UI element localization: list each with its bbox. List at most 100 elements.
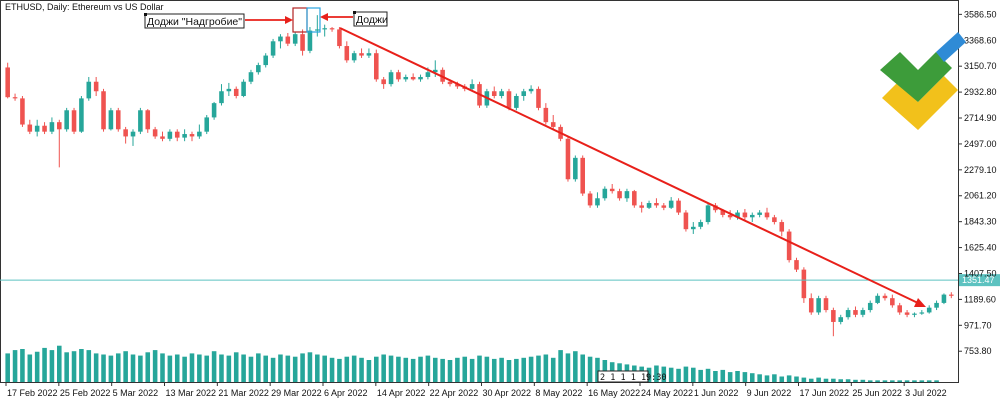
downtrend-arrow-line[interactable]	[339, 27, 919, 304]
candle-body	[683, 212, 689, 230]
candle-body	[816, 298, 821, 313]
volume-bar	[823, 378, 829, 382]
level-price-label: 1351.47	[962, 275, 995, 285]
volume-bar	[425, 355, 431, 382]
candle-body	[772, 217, 777, 223]
time-tick-label: 29 Mar 2022	[271, 388, 322, 398]
candle-body	[248, 72, 254, 82]
candle-body	[808, 298, 814, 313]
volume-bar	[182, 356, 187, 382]
volume-bar	[403, 357, 409, 382]
volume-bar	[337, 358, 342, 382]
price-tick-label: 2061.20	[964, 191, 997, 201]
volume-bar	[381, 354, 386, 382]
volume-bar	[565, 353, 571, 382]
candle-body	[93, 81, 99, 92]
volume-bar	[42, 347, 47, 382]
candle-body	[315, 29, 320, 31]
price-tick-label: 3150.70	[964, 61, 997, 71]
candle-body	[845, 310, 851, 318]
candle-body	[329, 28, 335, 30]
candle-body	[897, 305, 902, 313]
doji-label-box[interactable]	[353, 11, 388, 27]
volume-bar	[71, 351, 77, 382]
candle-body	[904, 312, 910, 315]
volume-bar	[521, 357, 527, 382]
volume-bar	[683, 366, 689, 382]
volume-bar	[757, 374, 762, 382]
candle-body	[860, 310, 866, 315]
candle-body	[447, 81, 453, 85]
candle-body	[20, 98, 25, 125]
candle-body	[145, 110, 151, 130]
time-tick-label: 17 Feb 2022	[7, 388, 58, 398]
price-tick-label: 971.70	[964, 320, 992, 330]
doji-label: Доджи	[356, 14, 388, 26]
volume-bar	[432, 357, 438, 382]
candle-body	[285, 36, 291, 44]
doji-gravestone-label: Доджи "Надгробие"	[147, 16, 242, 28]
candle-body	[698, 222, 703, 227]
volume-bar	[853, 379, 858, 382]
doji-gravestone-highlight-box[interactable]	[292, 7, 308, 33]
candle-body	[499, 91, 504, 96]
candle-body	[580, 157, 585, 194]
candle-body	[838, 317, 844, 322]
level-price-tag: 1351.47	[959, 274, 1000, 287]
volume-bar	[366, 360, 372, 382]
volume-bar	[233, 352, 239, 382]
candle-body	[27, 124, 33, 132]
candle-body	[123, 129, 128, 137]
volume-bar	[897, 380, 902, 382]
volume-bar	[359, 357, 364, 382]
candle-body	[359, 53, 364, 56]
volume-bar	[388, 355, 394, 382]
doji-highlight-box[interactable]	[306, 7, 321, 33]
candle-body	[292, 34, 298, 44]
candle-body	[263, 55, 268, 66]
crosshair-time-box	[597, 370, 649, 383]
candle-body	[742, 212, 748, 218]
candle-body	[867, 302, 873, 311]
candle-body	[514, 96, 519, 108]
volume-bar	[550, 357, 556, 382]
candle-body	[536, 88, 541, 108]
volume-bar	[20, 349, 25, 382]
volume-bar	[374, 356, 379, 382]
volume-bar	[410, 358, 416, 382]
candle-body	[226, 88, 232, 92]
candle-body	[912, 313, 917, 315]
chart-title: ETHUSD, Daily: Ethereum vs US Dollar	[5, 2, 164, 12]
time-tick-label: 21 Mar 2022	[218, 388, 269, 398]
volume-bar	[875, 380, 880, 382]
candle-body	[617, 191, 622, 199]
candle-body	[130, 131, 136, 137]
volume-bar	[138, 355, 143, 382]
time-tick-label: 30 Apr 2022	[483, 388, 532, 398]
candle-body	[528, 88, 534, 92]
volume-bar	[904, 380, 910, 382]
price-tick-label: 1407.50	[964, 268, 997, 278]
candle-body	[941, 294, 947, 303]
candle-body	[573, 157, 578, 180]
price-tick-label: 1625.40	[964, 243, 997, 253]
candle-body	[786, 231, 792, 261]
candle-body	[374, 53, 379, 80]
candle-body	[587, 193, 593, 206]
volume-bar	[543, 354, 549, 382]
candle-body	[204, 117, 210, 132]
volume-bar	[838, 379, 844, 382]
time-tick-label: 16 May 2022	[588, 388, 640, 398]
doji-gravestone-label-box[interactable]	[144, 13, 245, 29]
candle-body	[256, 65, 261, 73]
volume-bar	[668, 367, 674, 382]
doji-arrowhead	[320, 13, 328, 21]
volume-bar	[241, 354, 246, 382]
candlesticks	[5, 15, 954, 337]
volume-bar	[831, 378, 836, 382]
volume-bars	[5, 345, 939, 382]
candle-body	[57, 122, 62, 130]
volume-bar	[816, 377, 821, 382]
time-tick-label: 14 Apr 2022	[377, 388, 426, 398]
